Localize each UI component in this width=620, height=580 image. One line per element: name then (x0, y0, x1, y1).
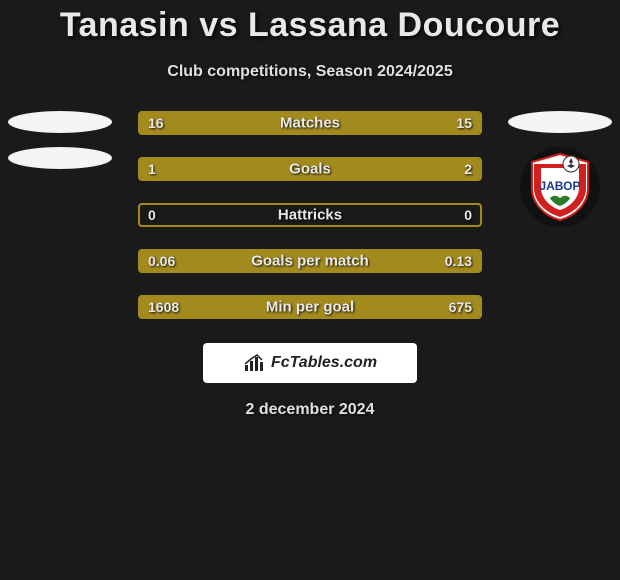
stat-value-left: 1 (148, 161, 156, 177)
stat-value-left: 1608 (148, 299, 179, 315)
stat-value-left: 0.06 (148, 253, 175, 269)
stat-label: Matches (280, 115, 340, 132)
stat-row: 16 Matches 15 (138, 111, 482, 135)
attribution-box: FcTables.com (203, 343, 417, 383)
subtitle: Club competitions, Season 2024/2025 (0, 63, 620, 81)
stat-fill-right (315, 113, 480, 133)
stat-row: 0.06 Goals per match 0.13 (138, 249, 482, 273)
stat-value-left: 16 (148, 115, 164, 131)
player-left-marker-1 (8, 111, 112, 133)
stat-label: Min per goal (266, 299, 354, 316)
player-left-marker-2 (8, 147, 112, 169)
date-text: 2 december 2024 (0, 401, 620, 419)
page-title: Tanasin vs Lassana Doucoure (0, 0, 620, 45)
stat-row: 1608 Min per goal 675 (138, 295, 482, 319)
stat-bars: 16 Matches 15 1 Goals 2 0 Hattricks 0 0.06 Goals p… (138, 111, 482, 319)
stat-value-right: 15 (456, 115, 472, 131)
stat-value-right: 2 (464, 161, 472, 177)
shield-icon: ЈАВОР (528, 152, 592, 222)
stat-value-right: 0 (464, 207, 472, 223)
player-right-marker-1 (508, 111, 612, 133)
stat-label: Goals (289, 161, 331, 178)
stat-value-right: 0.13 (445, 253, 472, 269)
stat-fill-left (140, 159, 253, 179)
attribution-text: FcTables.com (271, 354, 377, 372)
stat-value-left: 0 (148, 207, 156, 223)
stat-fill-right (253, 159, 480, 179)
badge-text: ЈАВОР (539, 179, 580, 193)
stat-row: 0 Hattricks 0 (138, 203, 482, 227)
stat-row: 1 Goals 2 (138, 157, 482, 181)
bar-chart-icon (243, 353, 267, 373)
stat-value-right: 675 (449, 299, 472, 315)
player-right-column: ЈАВОР (500, 111, 620, 227)
stat-label: Hattricks (278, 207, 342, 224)
club-badge-javor: ЈАВОР (520, 147, 600, 227)
comparison-content: ЈАВОР 16 Matches 15 1 Goals 2 0 Hattricks 0 0.06 G… (0, 111, 620, 319)
stat-label: Goals per match (251, 253, 369, 270)
player-left-column (0, 111, 120, 169)
